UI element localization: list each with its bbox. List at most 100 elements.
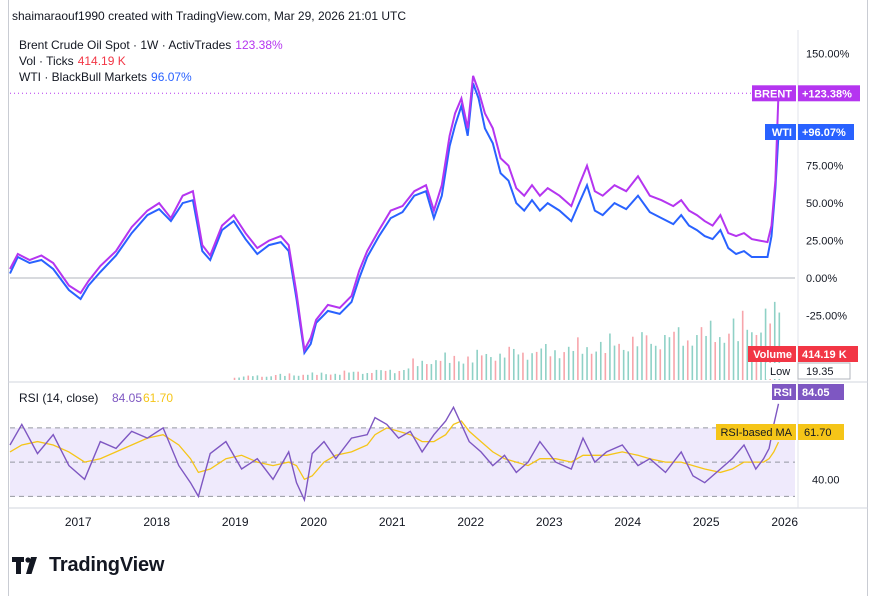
volume-bar — [288, 373, 291, 380]
volume-bar — [371, 372, 373, 380]
volume-bar — [302, 374, 304, 380]
volume-bar — [567, 346, 570, 380]
brand-name: TradingView — [49, 554, 165, 576]
volume-bar — [540, 348, 543, 380]
volume-bar — [654, 345, 657, 380]
low-badge-name: Low — [770, 366, 790, 378]
brent-badge-value-bg — [798, 85, 860, 102]
x-tick-label: 2021 — [379, 515, 406, 529]
volume-bar — [357, 371, 359, 380]
volume-bar — [274, 374, 277, 380]
volume-bar — [526, 359, 529, 380]
volume-bar — [554, 350, 556, 380]
volume-bar — [700, 327, 703, 380]
rsi-badge-name-bg — [772, 384, 796, 400]
rsi-ma-badge-value: 61.70 — [804, 427, 832, 439]
volume-bar — [668, 337, 671, 380]
legend-volume-value: 414.19 K — [77, 54, 126, 68]
wti-line — [9, 83, 780, 356]
volume-bar — [421, 360, 424, 380]
volume-bar — [686, 340, 689, 380]
price-badges: BRENT +123.38%WTI +96.07%Volume 414.19 KLow… — [716, 85, 860, 440]
volume-bar — [256, 375, 259, 380]
volume-bar — [270, 376, 272, 380]
volume-bar — [393, 373, 396, 380]
volume-bar — [279, 373, 282, 380]
volume-bar — [384, 370, 387, 380]
volume-bar — [348, 372, 350, 380]
price-chart[interactable]: 150.00% 75.00% 50.00% 25.00% 0.00% -25.00% 40.… — [0, 0, 876, 540]
volume-bar — [339, 374, 341, 380]
volume-bar — [297, 375, 300, 380]
volume-bar — [352, 371, 355, 380]
volume-bar — [773, 301, 776, 380]
volume-bar — [508, 346, 511, 380]
volume-bar — [719, 337, 721, 380]
axis-labels: 150.00% 75.00% 50.00% 25.00% 0.00% -25.00% 40.… — [65, 48, 850, 529]
volume-bar — [641, 332, 643, 380]
volume-bar — [485, 353, 488, 380]
volume-bar — [252, 376, 254, 380]
rsi-legend-value: 84.05 — [112, 391, 142, 405]
volume-bar — [558, 358, 561, 380]
brent-line — [9, 75, 780, 354]
legend-wti[interactable]: WTI · BlackBull Markets 96.07% — [19, 69, 192, 85]
volume-bar — [284, 375, 286, 380]
volume-bars — [233, 301, 781, 380]
volume-bar — [306, 374, 309, 380]
volume-bar — [490, 357, 492, 380]
x-tick-label: 2022 — [457, 515, 484, 529]
rsi-ma-badge-name: RSI-based MA — [720, 427, 792, 439]
y-tick-label: 50.00% — [806, 198, 844, 210]
y-tick-label: 75.00% — [806, 161, 844, 173]
volume-bar — [609, 333, 611, 380]
x-tick-label: 2023 — [536, 515, 563, 529]
volume-bar — [238, 377, 240, 380]
volume-bar — [535, 351, 538, 380]
y-tick-label: 150.00% — [806, 48, 850, 60]
volume-bar — [293, 375, 295, 380]
volume-bar — [407, 368, 410, 380]
volume-bar — [632, 336, 634, 380]
volume-bar — [677, 327, 680, 380]
volume-bar — [728, 333, 730, 380]
x-tick-label: 2018 — [143, 515, 170, 529]
volume-bar — [448, 362, 451, 380]
volume-bar — [581, 353, 584, 380]
wti-badge-value-bg — [798, 124, 854, 140]
x-tick-label: 2020 — [300, 515, 327, 529]
wti-badge-name: WTI — [772, 127, 792, 139]
volume-bar — [682, 345, 684, 380]
volume-bar — [480, 355, 483, 380]
volume-bar — [476, 349, 478, 380]
volume-bar — [316, 374, 318, 380]
volume-bar — [522, 352, 524, 380]
volume-bar — [494, 360, 497, 380]
volume-bar — [453, 355, 456, 380]
volume-bar — [650, 343, 652, 380]
volume-bar — [599, 341, 602, 380]
volume-bar — [261, 376, 263, 380]
volume-bar — [426, 364, 428, 380]
volume-bar — [746, 329, 749, 380]
rsi-legend-label: RSI (14, close) — [19, 391, 98, 405]
legend-volume[interactable]: Vol · Ticks 414.19 K — [19, 53, 126, 69]
volume-bar — [764, 308, 767, 380]
tradingview-logo[interactable]: TradingView — [12, 554, 164, 577]
volume-bar — [572, 350, 575, 380]
price-lines — [9, 75, 780, 356]
volume-bar — [645, 335, 648, 380]
x-tick-label: 2017 — [65, 515, 92, 529]
legend-brent[interactable]: Brent Crude Oil Spot · 1W · ActivTrades 1… — [19, 37, 283, 53]
legend-brent-label: Brent Crude Oil Spot · 1W · ActivTrades — [19, 38, 232, 52]
rsi-badge-value-bg — [798, 384, 844, 400]
volume-bar — [705, 335, 707, 380]
volume-bar — [531, 353, 533, 380]
volume-bar — [247, 375, 250, 380]
low-badge-value-bg — [797, 362, 851, 380]
volume-badge-name-bg — [748, 346, 796, 362]
brent-badge: BRENT +123.38% — [752, 85, 860, 102]
rsi-ma-badge-name-bg — [716, 424, 796, 440]
volume-bar — [439, 360, 442, 380]
brent-badge-name-bg — [752, 85, 796, 102]
